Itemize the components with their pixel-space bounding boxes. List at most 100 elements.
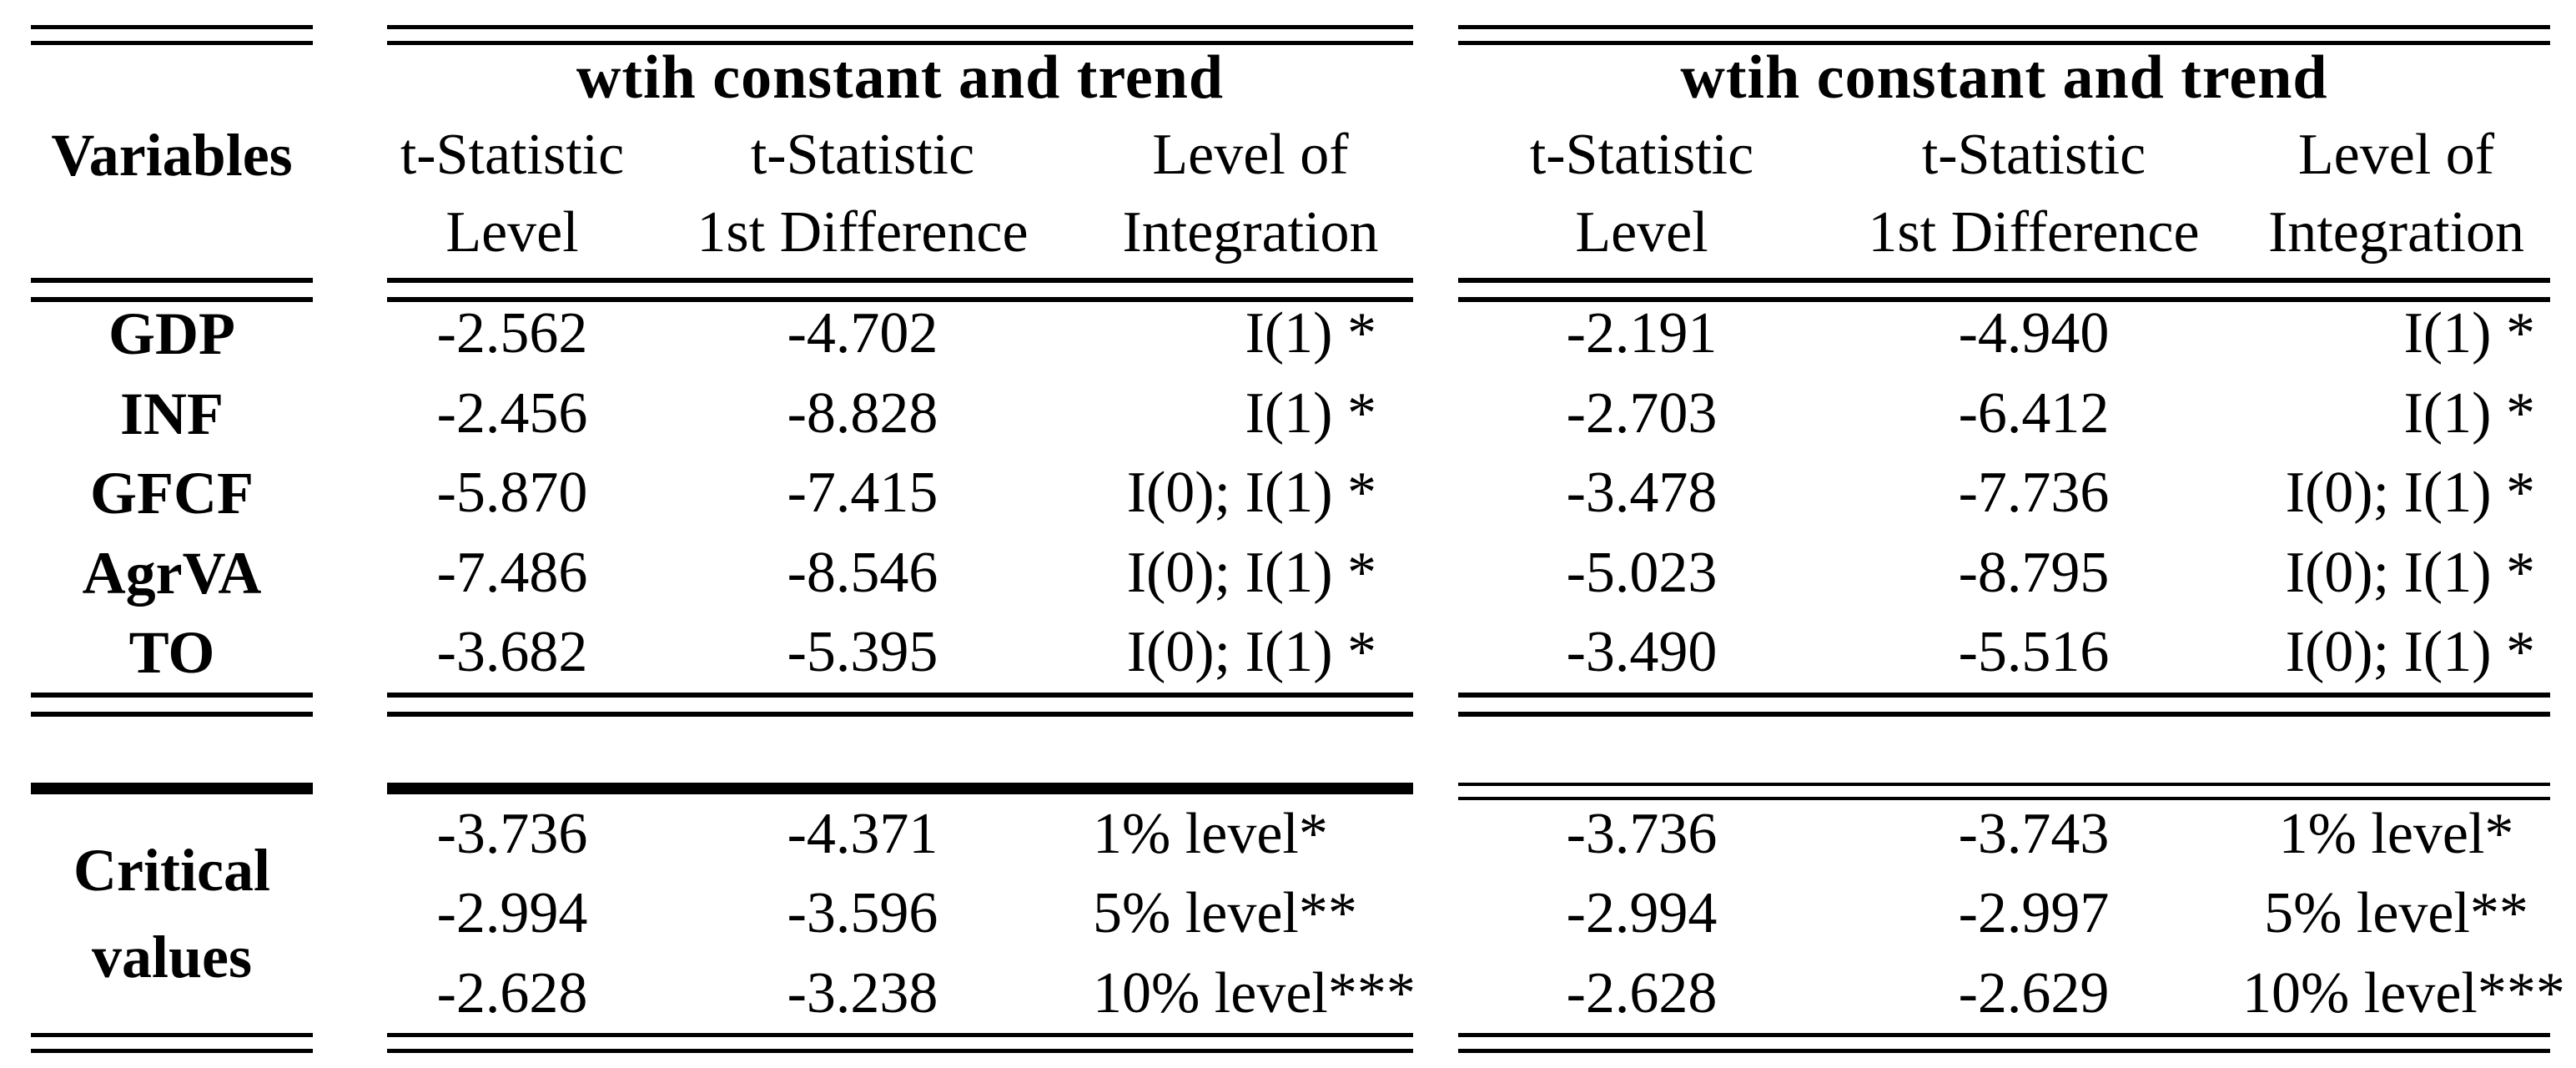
critical-significance-label: 5% level** (2264, 881, 2528, 945)
integration-value: I(1) * (2403, 381, 2535, 446)
adf-panel-left: wtih constant and trend t-Statistic t-St… (387, 0, 1416, 1068)
col-header-t-stat-level: t-Statistic (1529, 123, 1754, 187)
t-stat-level-value: -3.478 (1566, 461, 1718, 525)
col-header-integration: Integration (1122, 200, 1379, 264)
critical-values-row: -2.994 -2.997 5% level** (1458, 874, 2550, 954)
panel-title: wtih constant and trend (1680, 43, 2328, 112)
critical-values-row: -2.628 -3.238 10% level*** (387, 954, 1416, 1034)
column-header-row-1: t-Statistic t-Statistic Level of (387, 117, 1413, 194)
critical-value-diff: -2.997 (1958, 881, 2110, 945)
header-bottom-double-rule (387, 278, 1413, 302)
col-header-t-stat-diff: 1st Difference (1868, 200, 2200, 264)
t-stat-level-value: -3.490 (1566, 620, 1718, 684)
critical-values-label: Critical values (31, 794, 313, 1033)
data-bottom-double-rule (1458, 693, 2550, 717)
t-stat-diff-value: -6.412 (1958, 381, 2110, 446)
critical-value-diff: -3.743 (1958, 802, 2110, 866)
variable-label: GFCF (90, 459, 254, 526)
col-header-integration: Level of (1152, 123, 1349, 187)
critical-value-diff: -3.596 (787, 881, 938, 945)
critical-section-top-rule (387, 783, 1413, 794)
header-bottom-double-rule (1458, 278, 2550, 302)
critical-values-row: -2.628 -2.629 10% level*** (1458, 954, 2565, 1034)
critical-values-label-line2: values (91, 924, 253, 990)
t-stat-level-value: -3.682 (436, 620, 588, 684)
t-stat-level-value: -2.456 (436, 381, 588, 446)
bottom-double-rule (1458, 1033, 2550, 1053)
panel-title: wtih constant and trend (576, 43, 1225, 112)
table-row: -2.456 -8.828 I(1) * (387, 374, 1413, 454)
t-stat-diff-value: -8.795 (1958, 541, 2110, 605)
table-row: -7.486 -8.546 I(0); I(1) * (387, 533, 1413, 613)
critical-significance-label: 10% level*** (2242, 961, 2565, 1025)
critical-values-label-line1: Critical (73, 837, 270, 904)
col-header-integration: Integration (2267, 200, 2525, 264)
data-bottom-double-rule (387, 693, 1413, 717)
critical-value-level: -2.628 (436, 961, 588, 1025)
critical-value-level: -2.994 (1566, 881, 1718, 945)
t-stat-diff-value: -4.940 (1958, 301, 2110, 365)
t-stat-diff-value: -5.516 (1958, 620, 2110, 684)
top-double-rule (387, 25, 1413, 45)
critical-values-row: -3.736 -3.743 1% level* (1458, 794, 2550, 874)
t-stat-diff-value: -5.395 (787, 620, 938, 684)
col-header-integration: Level of (2297, 123, 2495, 187)
bottom-double-rule (387, 1033, 1413, 1053)
col-header-t-stat-level: t-Statistic (400, 123, 625, 187)
table-row: -2.191 -4.940 I(1) * (1458, 294, 2550, 374)
top-double-rule (1458, 25, 2550, 45)
col-header-t-stat-diff: 1st Difference (697, 200, 1029, 264)
critical-value-level: -3.736 (436, 802, 588, 866)
t-stat-diff-value: -8.546 (787, 541, 938, 605)
critical-significance-label: 10% level*** (1093, 961, 1416, 1025)
table-row: -2.562 -4.702 I(1) * (387, 294, 1413, 374)
column-header-row-1: t-Statistic t-Statistic Level of (1458, 117, 2550, 194)
critical-significance-label: 5% level** (1093, 881, 1357, 945)
t-stat-level-value: -5.870 (436, 461, 588, 525)
t-stat-level-value: -5.023 (1566, 541, 1718, 605)
col-header-t-stat-level: Level (445, 200, 579, 264)
table-row: -3.478 -7.736 I(0); I(1) * (1458, 453, 2550, 533)
bottom-double-rule (31, 1033, 313, 1053)
t-stat-diff-value: -7.415 (787, 461, 938, 525)
integration-value: I(1) * (1245, 301, 1376, 365)
variables-header: Variables (51, 121, 293, 189)
integration-value: I(1) * (2403, 301, 2535, 365)
col-header-t-stat-level: Level (1575, 200, 1708, 264)
col-header-t-stat-diff: t-Statistic (1921, 123, 2146, 187)
t-stat-level-value: -2.562 (436, 301, 588, 365)
integration-value: I(0); I(1) * (1126, 620, 1376, 684)
critical-value-level: -2.628 (1566, 961, 1718, 1025)
col-header-t-stat-diff: t-Statistic (750, 123, 975, 187)
t-stat-level-value: -2.191 (1566, 301, 1718, 365)
t-stat-diff-value: -8.828 (787, 381, 938, 446)
table-row: -5.023 -8.795 I(0); I(1) * (1458, 533, 2550, 613)
variable-label: INF (120, 380, 224, 447)
critical-value-diff: -4.371 (787, 802, 938, 866)
integration-value: I(0); I(1) * (2285, 541, 2535, 605)
adf-panel-right: wtih constant and trend t-Statistic t-St… (1458, 0, 2565, 1068)
critical-significance-label: 1% level* (2278, 802, 2514, 866)
top-double-rule (31, 25, 313, 45)
variable-label: TO (128, 618, 215, 686)
critical-value-diff: -3.238 (787, 961, 938, 1025)
critical-value-diff: -2.629 (1958, 961, 2110, 1025)
table-row: -5.870 -7.415 I(0); I(1) * (387, 453, 1413, 533)
variables-column: Variables GDP INF GFCF AgrVA TO Critical… (31, 0, 313, 1068)
column-header-row-2: Level 1st Difference Integration (387, 194, 1413, 271)
integration-value: I(0); I(1) * (2285, 461, 2535, 525)
integration-value: I(0); I(1) * (1126, 461, 1376, 525)
data-bottom-double-rule (31, 693, 313, 717)
table-row: -3.682 -5.395 I(0); I(1) * (387, 612, 1413, 693)
t-stat-diff-value: -7.736 (1958, 461, 2110, 525)
t-stat-level-value: -2.703 (1566, 381, 1718, 446)
integration-value: I(1) * (1245, 381, 1376, 446)
variable-label: AgrVA (82, 539, 262, 607)
column-header-row-2: Level 1st Difference Integration (1458, 194, 2550, 271)
critical-value-level: -2.994 (436, 881, 588, 945)
critical-value-level: -3.736 (1566, 802, 1718, 866)
critical-values-row: -2.994 -3.596 5% level** (387, 874, 1413, 954)
critical-significance-label: 1% level* (1093, 802, 1328, 866)
integration-value: I(0); I(1) * (2285, 620, 2535, 684)
